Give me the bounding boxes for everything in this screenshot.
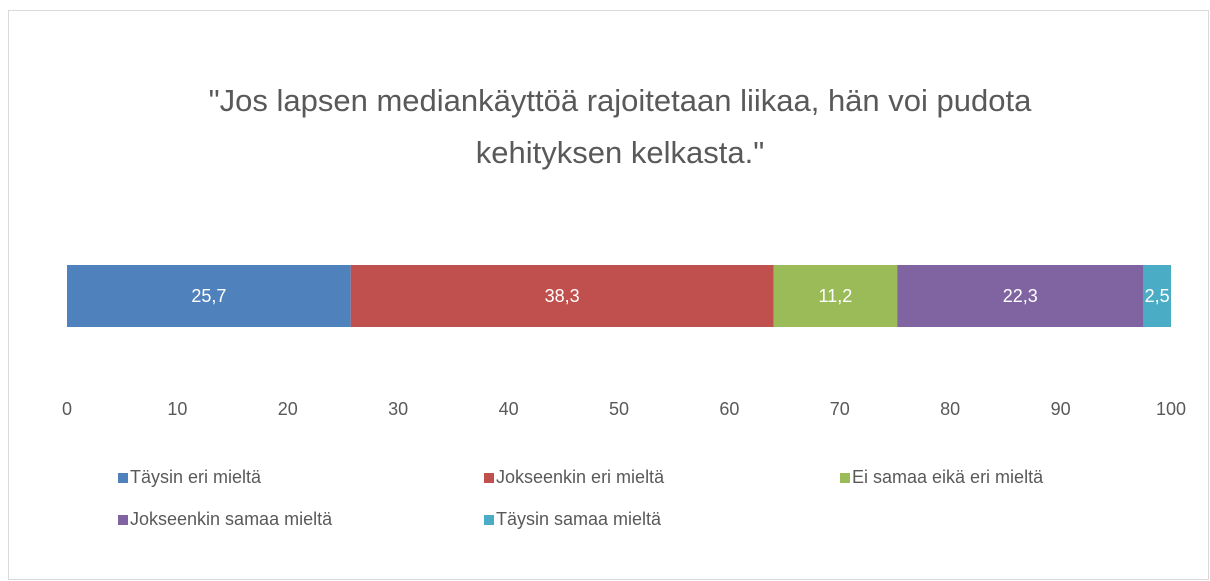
bar-segment xyxy=(67,265,351,327)
legend-label: Täysin samaa mieltä xyxy=(496,509,662,529)
x-tick-label: 20 xyxy=(278,399,298,419)
data-label: 25,7 xyxy=(191,286,226,306)
legend-label: Jokseenkin eri mieltä xyxy=(496,467,665,487)
bar-segment xyxy=(897,265,1144,327)
chart-title: kehityksen kelkasta." xyxy=(476,135,764,170)
legend-label: Ei samaa eikä eri mieltä xyxy=(852,467,1044,487)
x-tick-label: 50 xyxy=(609,399,629,419)
legend-marker xyxy=(118,515,128,525)
x-tick-label: 0 xyxy=(62,399,72,419)
legend-marker xyxy=(484,473,494,483)
data-label: 22,3 xyxy=(1003,286,1038,306)
legend-marker xyxy=(484,515,494,525)
x-tick-label: 60 xyxy=(719,399,739,419)
x-tick-label: 30 xyxy=(388,399,408,419)
legend-label: Jokseenkin samaa mieltä xyxy=(130,509,333,529)
x-tick-label: 100 xyxy=(1156,399,1186,419)
legend-marker xyxy=(840,473,850,483)
data-label: 11,2 xyxy=(819,286,853,306)
x-tick-label: 90 xyxy=(1051,399,1071,419)
legend-label: Täysin eri mieltä xyxy=(130,467,262,487)
chart-title: "Jos lapsen mediankäyttöä rajoitetaan li… xyxy=(209,83,1032,118)
bar-segment xyxy=(1143,265,1171,327)
x-tick-label: 80 xyxy=(940,399,960,419)
bar-segment xyxy=(773,265,898,327)
bar-segment xyxy=(350,265,774,327)
data-label: 38,3 xyxy=(545,286,580,306)
legend-marker xyxy=(118,473,128,483)
x-tick-label: 40 xyxy=(499,399,519,419)
x-tick-label: 10 xyxy=(167,399,187,419)
data-label: 2,5 xyxy=(1145,286,1170,306)
x-tick-label: 70 xyxy=(830,399,850,419)
